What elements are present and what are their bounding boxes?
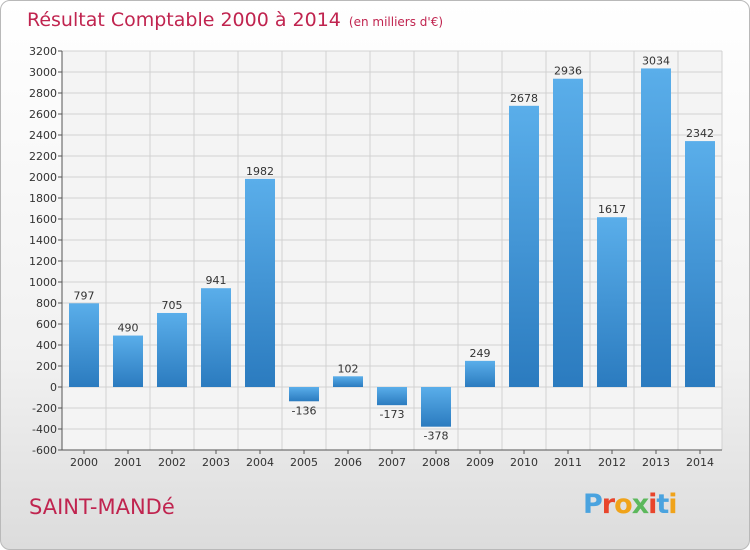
x-tick-label-2005: 2005	[290, 456, 318, 469]
axes: -600 -400 -200 0 200 400 600 800 1000 1200 1400 160…	[29, 45, 722, 469]
y-tick-label: 2200	[29, 150, 57, 163]
x-tick-label-2009: 2009	[466, 456, 494, 469]
y-tick-label: 1600	[29, 213, 57, 226]
bar-2013	[641, 68, 671, 388]
x-tick-label-2001: 2001	[114, 456, 142, 469]
bar-2012	[597, 217, 627, 387]
value-label-2009: 249	[470, 347, 491, 360]
x-tick-label-2008: 2008	[422, 456, 450, 469]
x-tick-label-2000: 2000	[70, 456, 98, 469]
x-tick-label-2004: 2004	[246, 456, 274, 469]
value-label-2012: 1617	[598, 203, 626, 216]
x-tick-label-2010: 2010	[510, 456, 538, 469]
value-label-2008: -378	[424, 430, 449, 443]
logo-letter: i	[648, 489, 657, 520]
bar-2009	[465, 360, 495, 387]
y-tick-label: 2000	[29, 171, 57, 184]
bar-2014	[685, 141, 715, 387]
y-tick-label: 3200	[29, 45, 57, 58]
logo-letter: o	[614, 489, 633, 520]
value-labels: 797 490 705 941 1982 -136 102 -173 -378 249 2678 29…	[74, 54, 715, 442]
y-tick-label: 1200	[29, 255, 57, 268]
value-label-2005: -136	[292, 404, 317, 417]
value-label-2011: 2936	[554, 65, 582, 78]
y-tick-label: 2400	[29, 129, 57, 142]
x-tick-label-2006: 2006	[334, 456, 362, 469]
y-tick-label: 800	[36, 297, 57, 310]
value-label-2013: 3034	[642, 54, 670, 67]
value-label-2007: -173	[380, 408, 405, 421]
y-tick-label: 1800	[29, 192, 57, 205]
y-tick-label: 400	[36, 339, 57, 352]
y-tick-label: 1400	[29, 234, 57, 247]
title-text: Résultat Comptable 2000 à 2014	[27, 9, 341, 31]
bar-2008	[421, 387, 451, 427]
bar-2003	[201, 288, 231, 387]
title-unit: (en milliers d'€)	[348, 15, 444, 29]
x-tick-label-2012: 2012	[598, 456, 626, 469]
bar-2005	[289, 387, 319, 402]
value-label-2002: 705	[162, 299, 183, 312]
bar-2006	[333, 376, 363, 387]
y-tick-label: 200	[36, 360, 57, 373]
value-label-2014: 2342	[686, 127, 714, 140]
y-tick-label: -400	[32, 423, 57, 436]
x-tick-label-2003: 2003	[202, 456, 230, 469]
bar-2011	[553, 78, 583, 387]
logo-letter: r	[601, 489, 615, 520]
y-tick-label: -200	[32, 402, 57, 415]
logo-letter: i	[668, 489, 677, 520]
bar-2010	[509, 105, 539, 387]
value-label-2004: 1982	[246, 165, 274, 178]
value-label-2006: 102	[338, 362, 359, 375]
x-tick-label-2007: 2007	[378, 456, 406, 469]
y-tick-label: 2600	[29, 108, 57, 121]
x-tick-label-2014: 2014	[686, 456, 714, 469]
y-tick-label: 0	[50, 381, 57, 394]
x-tick-label-2011: 2011	[554, 456, 582, 469]
logo-letter: P	[583, 489, 603, 520]
y-tick-label: 600	[36, 318, 57, 331]
y-tick-label: 2800	[29, 87, 57, 100]
commune-name: SAINT-MANDé	[29, 495, 175, 519]
y-tick-label: -600	[32, 444, 57, 457]
bar-2002	[157, 312, 187, 387]
bar-2000	[69, 303, 99, 387]
x-tick-label-2013: 2013	[642, 456, 670, 469]
logo-letter: t	[656, 489, 669, 520]
value-label-2003: 941	[206, 274, 227, 287]
y-tick-label: 1000	[29, 276, 57, 289]
bar-2001	[113, 335, 143, 387]
y-tick-label: 3000	[29, 66, 57, 79]
x-tick-label-2002: 2002	[158, 456, 186, 469]
bar-2004	[245, 178, 275, 387]
bars	[69, 68, 715, 427]
value-label-2010: 2678	[510, 92, 538, 105]
chart-title: Résultat Comptable 2000 à 2014 (en millie…	[27, 9, 443, 31]
bar-2007	[377, 387, 407, 406]
value-label-2000: 797	[74, 289, 95, 302]
proxiti-logo: Proxiti	[583, 489, 678, 520]
value-label-2001: 490	[118, 322, 139, 335]
logo-letter: x	[631, 489, 649, 520]
